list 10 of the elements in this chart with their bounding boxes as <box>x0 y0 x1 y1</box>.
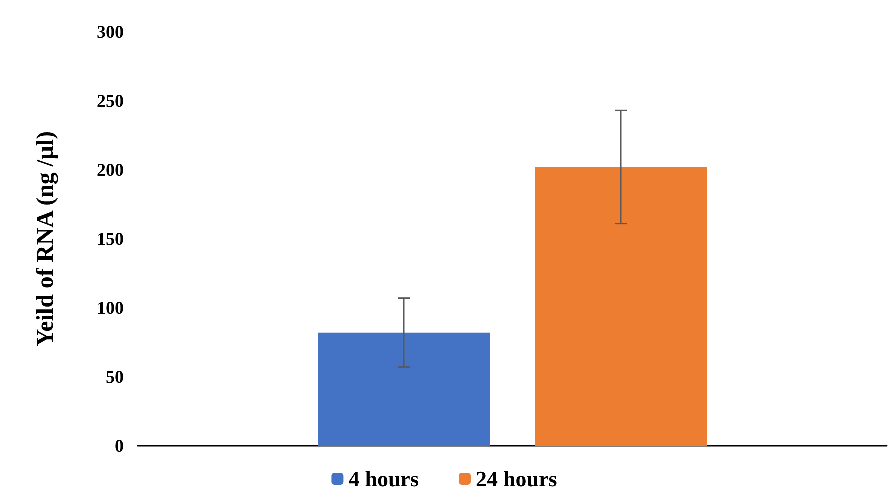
y-axis-title: Yeild of RNA (ng /µl) <box>33 131 59 347</box>
legend-label: 24 hours <box>476 466 558 492</box>
y-tick-label: 300 <box>97 22 124 42</box>
y-tick-label: 50 <box>106 367 124 387</box>
y-tick-label: 100 <box>97 298 124 318</box>
y-tick-label: 150 <box>97 229 124 249</box>
y-tick-label: 0 <box>115 436 124 456</box>
legend-label: 4 hours <box>348 466 420 492</box>
y-tick-label: 200 <box>97 160 124 180</box>
y-tick-label: 250 <box>97 91 124 111</box>
